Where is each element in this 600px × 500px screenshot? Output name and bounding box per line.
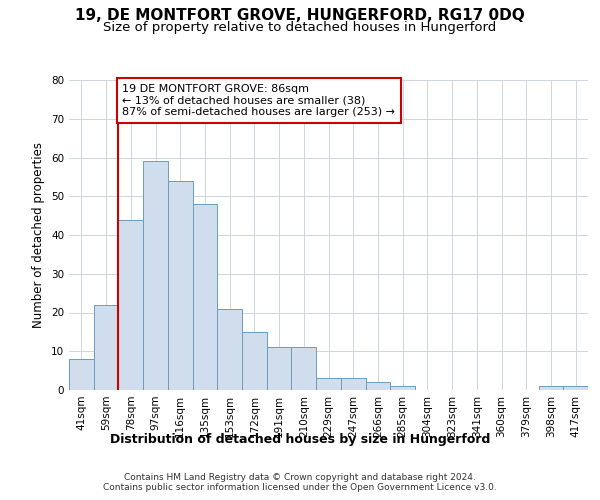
Bar xyxy=(390,386,415,390)
Bar xyxy=(539,386,563,390)
Bar xyxy=(69,359,94,390)
Bar xyxy=(143,162,168,390)
Bar xyxy=(217,308,242,390)
Bar xyxy=(267,348,292,390)
Bar xyxy=(365,382,390,390)
Bar xyxy=(118,220,143,390)
Bar xyxy=(341,378,365,390)
Bar xyxy=(193,204,217,390)
Bar xyxy=(563,386,588,390)
Bar xyxy=(316,378,341,390)
Text: Contains HM Land Registry data © Crown copyright and database right 2024.
Contai: Contains HM Land Registry data © Crown c… xyxy=(103,472,497,492)
Text: 19, DE MONTFORT GROVE, HUNGERFORD, RG17 0DQ: 19, DE MONTFORT GROVE, HUNGERFORD, RG17 … xyxy=(75,8,525,22)
Bar xyxy=(292,348,316,390)
Text: Distribution of detached houses by size in Hungerford: Distribution of detached houses by size … xyxy=(110,432,490,446)
Text: 19 DE MONTFORT GROVE: 86sqm
← 13% of detached houses are smaller (38)
87% of sem: 19 DE MONTFORT GROVE: 86sqm ← 13% of det… xyxy=(122,84,395,117)
Bar xyxy=(242,332,267,390)
Y-axis label: Number of detached properties: Number of detached properties xyxy=(32,142,46,328)
Bar xyxy=(168,180,193,390)
Text: Size of property relative to detached houses in Hungerford: Size of property relative to detached ho… xyxy=(103,21,497,34)
Bar xyxy=(94,304,118,390)
